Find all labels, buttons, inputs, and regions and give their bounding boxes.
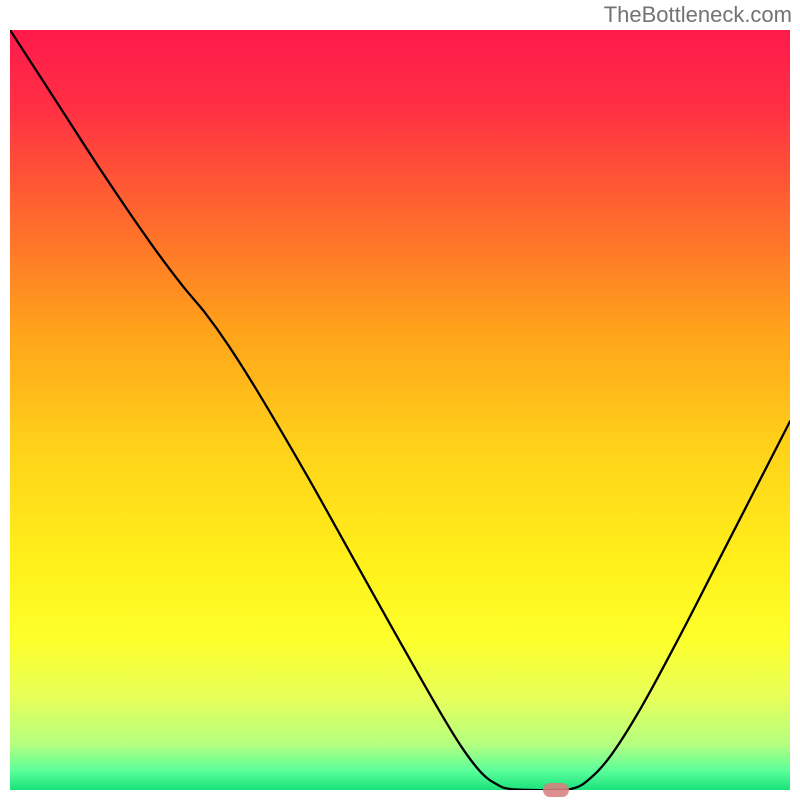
chart-container: TheBottleneck.com (0, 0, 800, 800)
optimum-marker (543, 783, 569, 797)
plot-area (10, 30, 790, 790)
bottleneck-curve (10, 30, 790, 790)
watermark-text: TheBottleneck.com (604, 2, 792, 28)
curve-layer (10, 30, 790, 790)
